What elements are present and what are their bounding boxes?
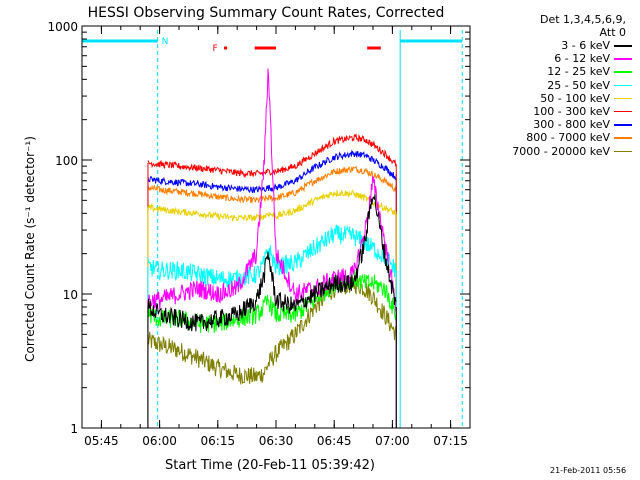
f-flag-dot-0	[224, 46, 228, 50]
legend-entry-label: 25 - 50 keV	[547, 78, 610, 92]
n-flag-label: N	[162, 37, 169, 47]
y-tick-label-1: 10	[63, 288, 78, 302]
y-tick-label-0: 1	[70, 422, 78, 436]
legend-swatch	[614, 97, 632, 100]
legend-swatch	[614, 110, 632, 113]
legend-entry: 12 - 25 keV	[478, 65, 636, 78]
legend-swatch	[614, 84, 632, 87]
series-layer	[147, 68, 397, 428]
plot-frame	[81, 25, 471, 429]
series-line-6	[147, 149, 397, 194]
y-tick-label-2: 100	[55, 154, 78, 168]
legend-header-line-2: Att 0	[599, 26, 626, 39]
legend-entry-label: 7000 - 20000 keV	[512, 144, 610, 158]
x-tick-label-4: 06:45	[317, 434, 352, 448]
legend-entry: 3 - 6 keV	[478, 39, 636, 52]
x-axis-label: Start Time (20-Feb-11 05:39:42)	[165, 458, 375, 473]
series-line-4	[147, 189, 397, 222]
legend-entry: 25 - 50 keV	[478, 79, 636, 92]
chart-title: HESSI Observing Summary Count Rates, Cor…	[88, 5, 445, 21]
axes-layer: 1 10 100 1000 05:45 06:00 06:15 06:30 06:45 07:00…	[47, 20, 471, 448]
legend-entry-label: 100 - 300 keV	[533, 104, 610, 118]
legend-swatch	[614, 58, 632, 60]
legend-entry-label: 6 - 12 keV	[554, 52, 610, 66]
x-tick-label-6: 07:15	[433, 434, 468, 448]
series-line-7	[147, 165, 397, 204]
x-tick-label-2: 06:15	[201, 434, 236, 448]
legend-entry-label: 3 - 6 keV	[561, 39, 610, 52]
f-flag-label: F	[213, 44, 218, 54]
legend-swatch	[614, 150, 632, 152]
x-tick-label-1: 06:00	[142, 434, 177, 448]
legend-swatch	[614, 124, 632, 126]
legend-entry: 7000 - 20000 keV	[478, 145, 636, 158]
legend-entry: 800 - 7000 keV	[478, 131, 636, 144]
plot-timestamp: 21-Feb-2011 05:56	[550, 466, 627, 475]
y-tick-label-3: 1000	[47, 20, 78, 34]
legend-entry-label: 50 - 100 keV	[540, 91, 610, 105]
legend-entry: 6 - 12 keV	[478, 52, 636, 65]
legend-entry: 50 - 100 keV	[478, 92, 636, 105]
legend-entry-label: 800 - 7000 keV	[526, 131, 610, 145]
legend-entry: 300 - 800 keV	[478, 118, 636, 131]
legend-entry-label: 12 - 25 keV	[547, 65, 610, 79]
legend-swatch	[614, 45, 632, 47]
legend-swatch	[614, 71, 632, 73]
series-line-1	[147, 68, 397, 314]
legend-entry: 100 - 300 keV	[478, 105, 636, 118]
legend-swatch	[614, 137, 632, 139]
x-tick-label-5: 07:00	[375, 434, 410, 448]
series-line-0	[147, 194, 397, 332]
legend-entry-label: 300 - 800 keV	[533, 118, 610, 132]
flag-bars: NF	[82, 30, 463, 428]
legend: Det 1,3,4,5,6,9, Att 0 3 - 6 keV 6 - 12 k…	[478, 13, 636, 158]
series-line-3	[147, 224, 397, 289]
x-tick-label-0: 05:45	[84, 434, 119, 448]
x-tick-label-3: 06:30	[259, 434, 294, 448]
legend-header-line-1: Det 1,3,4,5,6,9,	[539, 13, 626, 26]
y-axis-label: Corrected Count Rate (s⁻¹ detector⁻¹)	[23, 136, 37, 362]
